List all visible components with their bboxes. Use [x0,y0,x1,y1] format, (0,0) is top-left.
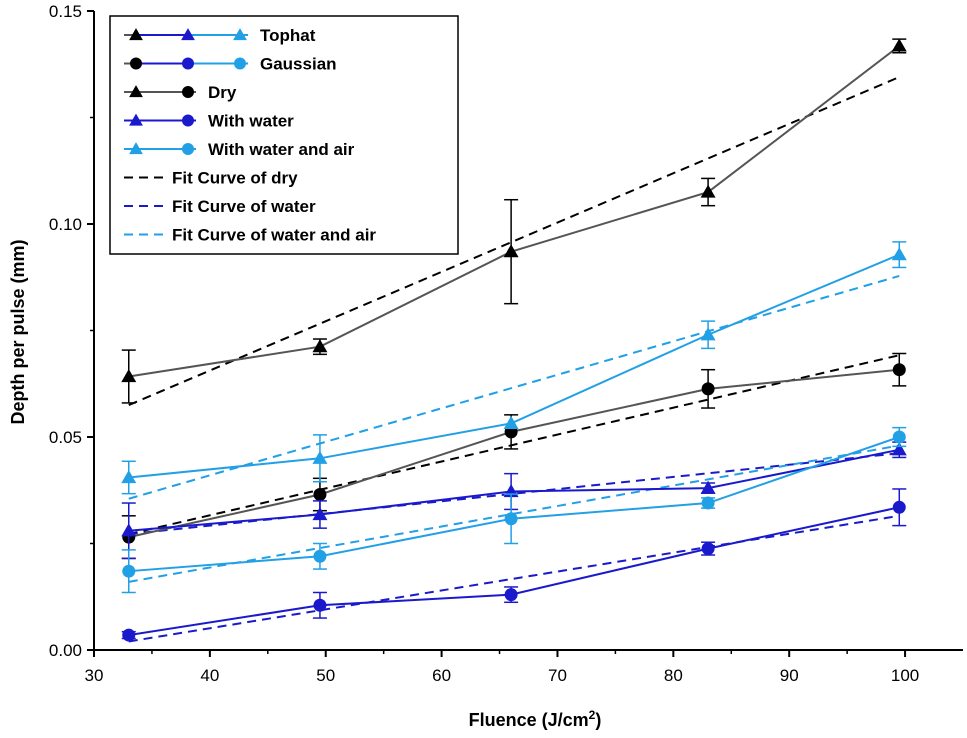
x-tick-label: 90 [780,666,799,685]
legend-item: Fit Curve of water [124,197,316,216]
series-line-3 [128,506,900,637]
legend-label: With water [208,112,294,131]
legend-label: Fit Curve of water and air [172,226,376,245]
data-point [312,339,328,353]
x-tick-label: 30 [85,666,104,685]
x-axis-title-text: Fluence (J/cm [469,710,589,730]
data-point [503,415,519,429]
axes: 30 40 50 60 70 80 90 100 0.00 0.05 0.10 0.15 [49,2,963,685]
y-tick-label: 0.00 [49,641,82,660]
legend-marker [182,57,194,70]
legend-label: Dry [208,83,237,102]
x-tick-label: 40 [200,666,219,685]
legend-marker [182,143,194,155]
series-line-5 [128,436,900,573]
legend-marker [181,28,195,41]
data-point [892,430,906,444]
legend-marker [129,85,143,98]
legend-marker [129,113,143,126]
data-point [700,327,716,341]
data-point [313,549,327,563]
fit-curve-0 [128,76,900,406]
legend-marker [182,86,194,98]
legend-label: With water and air [208,140,355,159]
legend-item: Tophat [124,26,316,45]
legend-label: Fit Curve of water [172,197,316,216]
data-point [700,480,716,494]
x-axis-title-end: ) [595,710,601,730]
x-tick-label: 80 [664,666,683,685]
legend-marker [130,57,142,70]
legend-marker [234,57,246,70]
data-point [121,369,137,383]
legend-item: Dry [124,83,237,102]
legend-box [109,15,459,255]
legend-item: With water and air [124,140,355,159]
x-tick-label: 70 [548,666,567,685]
y-tick-label: 0.15 [49,2,82,21]
data-point [701,542,715,556]
x-tick-label: 60 [432,666,451,685]
data-point [312,450,328,464]
data-point [122,564,136,578]
legend-item: Fit Curve of water and air [124,226,376,245]
legend-item: Gaussian [124,55,337,74]
data-point [122,628,136,642]
legend-marker [182,114,194,127]
data-point [313,598,327,612]
legend-marker [129,142,143,155]
x-axis-title: Fluence (J/cm2) [469,708,602,730]
y-tick-label: 0.10 [49,215,82,234]
legend-label: Tophat [260,26,316,45]
legend-item: Fit Curve of dry [124,169,298,188]
data-point [121,469,137,484]
fit-curve-3 [128,514,900,643]
legend-marker [129,28,143,41]
legend-marker [233,28,247,41]
legend-label: Gaussian [260,55,337,74]
data-point [700,184,716,198]
data-point [121,523,137,537]
fit-curve-1 [128,354,900,536]
legend-item: With water [124,112,294,131]
data-point [891,442,907,456]
fit-curve-2 [128,452,900,536]
x-tick-label: 100 [891,666,919,685]
data-point [891,38,907,52]
data-point [503,244,519,258]
legend-label: Fit Curve of dry [172,169,298,188]
data-point [504,588,518,602]
data-point [891,247,907,261]
data-point [313,488,327,502]
data-point [701,382,715,396]
y-tick-label: 0.05 [49,428,82,447]
fit-curve-4 [128,275,900,500]
legend: Tophat Gaussian Dry With water With water an… [109,15,459,255]
plot-area [121,38,907,643]
data-point [892,363,906,377]
x-tick-label: 50 [316,666,335,685]
data-point [312,507,328,521]
data-point [701,496,715,510]
series-line-1 [128,368,900,539]
y-axis-title: Depth per pulse (mm) [8,239,28,424]
data-point [892,500,906,514]
data-point [504,512,518,526]
x-axis-title-superscript: 2 [589,708,596,722]
